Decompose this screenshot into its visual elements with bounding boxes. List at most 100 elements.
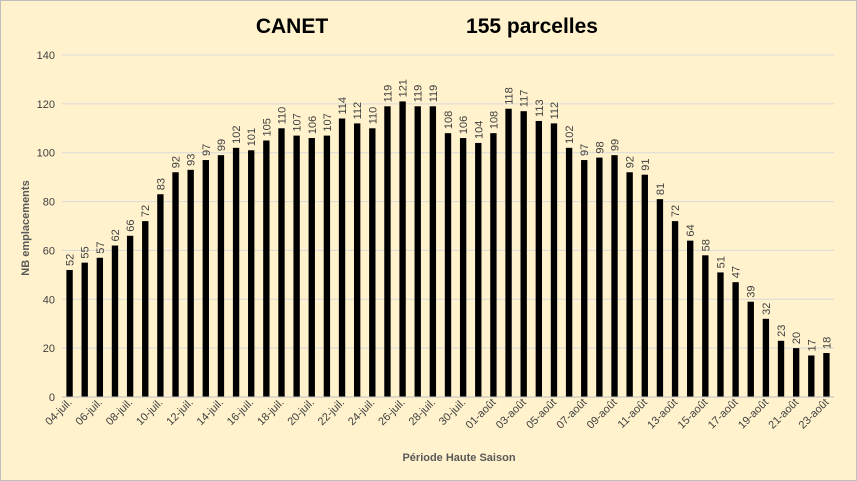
data-label: 119 bbox=[428, 85, 440, 103]
bar bbox=[293, 135, 300, 397]
data-label: 107 bbox=[322, 113, 334, 131]
bar bbox=[747, 301, 754, 397]
bar bbox=[550, 123, 558, 398]
data-label: 110 bbox=[276, 107, 288, 125]
bar bbox=[596, 157, 603, 397]
data-label: 66 bbox=[125, 220, 137, 232]
data-label: 102 bbox=[231, 125, 243, 143]
data-label: 118 bbox=[504, 87, 516, 105]
data-label: 91 bbox=[640, 158, 652, 170]
bar bbox=[66, 269, 73, 397]
x-axis-ticks: 04-juil.06-juil.08-juil.10-juil.12-juil.… bbox=[43, 397, 831, 432]
data-label: 51 bbox=[715, 256, 727, 268]
data-label: 57 bbox=[95, 242, 107, 254]
bar bbox=[444, 133, 452, 397]
bar bbox=[278, 128, 285, 398]
x-tick-label: 14-juil. bbox=[195, 397, 226, 428]
data-label: 93 bbox=[186, 154, 198, 166]
x-tick-label: 22-juil. bbox=[316, 397, 347, 428]
bar bbox=[81, 262, 88, 397]
data-label: 32 bbox=[761, 303, 773, 315]
bar bbox=[626, 172, 633, 397]
bar bbox=[232, 147, 240, 397]
data-label: 64 bbox=[685, 224, 697, 236]
data-label: 23 bbox=[776, 325, 788, 337]
data-label: 62 bbox=[110, 229, 122, 241]
chart-title: CANET bbox=[256, 15, 329, 38]
y-tick-label: 140 bbox=[37, 50, 55, 62]
data-label: 39 bbox=[746, 285, 758, 297]
data-label: 112 bbox=[352, 102, 364, 120]
bar bbox=[808, 355, 815, 397]
chart-subtitle: 155 parcelles bbox=[466, 15, 598, 38]
y-tick-label: 80 bbox=[43, 197, 55, 209]
data-label: 99 bbox=[610, 139, 622, 151]
data-label: 117 bbox=[519, 90, 531, 108]
data-label: 99 bbox=[216, 139, 228, 151]
x-tick-label: 12-juil. bbox=[164, 397, 195, 428]
x-tick-label: 07-août bbox=[554, 397, 589, 432]
bar bbox=[702, 255, 709, 397]
bar bbox=[777, 340, 785, 397]
x-tick-label: 03-août bbox=[494, 397, 529, 432]
bar bbox=[520, 111, 527, 397]
bar bbox=[656, 199, 664, 397]
data-label: 110 bbox=[367, 107, 379, 125]
bar bbox=[565, 147, 573, 397]
data-label: 98 bbox=[594, 141, 606, 153]
data-label: 55 bbox=[80, 246, 92, 258]
bar bbox=[353, 123, 361, 398]
bar bbox=[717, 272, 724, 397]
x-tick-label: 24-juil. bbox=[346, 397, 377, 428]
data-label: 17 bbox=[806, 339, 818, 351]
bar bbox=[263, 140, 270, 397]
data-label: 101 bbox=[246, 128, 258, 146]
bar bbox=[111, 245, 119, 397]
data-label: 97 bbox=[579, 144, 591, 156]
data-label: 83 bbox=[155, 178, 167, 190]
bar bbox=[611, 155, 618, 397]
data-label: 72 bbox=[670, 205, 682, 217]
y-axis-title: NB emplacements bbox=[20, 180, 32, 275]
bar bbox=[535, 120, 543, 397]
data-label: 20 bbox=[791, 332, 803, 344]
data-label: 106 bbox=[307, 116, 319, 134]
y-tick-label: 20 bbox=[43, 343, 55, 355]
bar bbox=[429, 106, 437, 398]
data-label: 92 bbox=[171, 156, 183, 168]
x-tick-label: 19-août bbox=[736, 397, 771, 432]
x-tick-label: 11-août bbox=[616, 397, 650, 431]
data-label: 106 bbox=[458, 116, 470, 134]
bar bbox=[414, 106, 421, 398]
bar bbox=[384, 106, 391, 398]
data-label: 119 bbox=[382, 85, 394, 103]
bar bbox=[823, 353, 830, 397]
data-label: 104 bbox=[473, 121, 485, 139]
bar bbox=[323, 135, 331, 397]
data-label: 47 bbox=[731, 266, 743, 278]
y-tick-label: 40 bbox=[43, 294, 55, 306]
x-tick-label: 23-août bbox=[797, 397, 832, 432]
data-label: 102 bbox=[564, 125, 576, 143]
bar bbox=[505, 108, 512, 397]
y-tick-label: 60 bbox=[43, 245, 55, 257]
data-label: 108 bbox=[443, 111, 455, 129]
bar bbox=[641, 174, 648, 397]
x-tick-label: 18-juil. bbox=[255, 397, 286, 428]
x-tick-label: 13-août bbox=[645, 397, 680, 432]
bar bbox=[308, 138, 315, 398]
x-tick-label: 26-juil. bbox=[376, 397, 407, 428]
x-tick-label: 10-juil. bbox=[134, 397, 165, 428]
x-tick-label: 16-juil. bbox=[225, 397, 256, 428]
bar bbox=[248, 150, 255, 397]
bar bbox=[142, 221, 149, 397]
x-tick-label: 09-août bbox=[585, 397, 620, 432]
data-label: 72 bbox=[140, 205, 152, 217]
x-tick-label: 01-août bbox=[464, 397, 499, 432]
x-axis-title: Période Haute Saison bbox=[402, 452, 515, 464]
x-tick-label: 20-juil. bbox=[285, 397, 316, 428]
bar bbox=[338, 118, 346, 397]
y-axis-ticks: 0 20 40 60 80 100 120 140 bbox=[37, 50, 55, 404]
